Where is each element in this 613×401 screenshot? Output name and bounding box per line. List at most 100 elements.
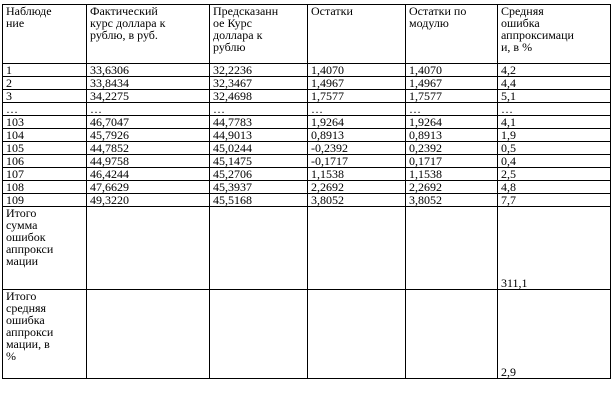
table-cell: 1,1538 xyxy=(307,167,406,181)
total-row: Итого сумма ошибок аппрокси мации 311,1 xyxy=(2,206,611,290)
table-cell: 105 xyxy=(2,141,87,155)
table-body: Наблюде ние Фактический курс доллара к ру… xyxy=(2,4,611,379)
results-table: Наблюде ние Фактический курс доллара к ру… xyxy=(2,4,611,379)
table-cell: 5,1 xyxy=(497,89,611,103)
data-row: 104 45,7926 44,9013 0,8913 0,8913 1,9 xyxy=(2,128,611,142)
table-cell: 45,3937 xyxy=(209,180,308,194)
table-cell: 45,7926 xyxy=(86,128,210,142)
data-row: 109 49,3220 45,5168 3,8052 3,8052 7,7 xyxy=(2,193,611,207)
table-cell: 4,2 xyxy=(497,63,611,77)
table-cell: 1,7577 xyxy=(307,89,406,103)
table-cell: Итого сумма ошибок аппрокси мации xyxy=(2,206,87,290)
table-cell: 45,5168 xyxy=(209,193,308,207)
table-cell: 0,4 xyxy=(497,154,611,168)
table-cell: … xyxy=(86,102,210,116)
table-cell: 0,1717 xyxy=(405,154,498,168)
total-row: Итого средняя ошибка аппрокси мации, в %… xyxy=(2,289,611,379)
table-cell: 103 xyxy=(2,115,87,129)
table-cell: 1,4967 xyxy=(405,76,498,90)
data-row: 103 46,7047 44,7783 1,9264 1,9264 4,1 xyxy=(2,115,611,129)
table-cell xyxy=(307,289,406,379)
table-cell: 32,3467 xyxy=(209,76,308,90)
header-row: Наблюде ние Фактический курс доллара к ру… xyxy=(2,4,611,64)
table-cell: 1,9264 xyxy=(307,115,406,129)
table-cell: 0,8913 xyxy=(307,128,406,142)
table-cell: Остатки xyxy=(307,4,406,64)
table-cell: -0,2392 xyxy=(307,141,406,155)
table-cell: 1,1538 xyxy=(405,167,498,181)
table-cell: 47,6629 xyxy=(86,180,210,194)
table-cell: 0,8913 xyxy=(405,128,498,142)
data-row: 3 34,2275 32,4698 1,7577 1,7577 5,1 xyxy=(2,89,611,103)
table-cell: 2,9 xyxy=(497,289,611,379)
table-cell: -0,1717 xyxy=(307,154,406,168)
table-cell: 1,4070 xyxy=(405,63,498,77)
table-cell xyxy=(86,206,210,290)
table-cell: 2,2692 xyxy=(307,180,406,194)
table-cell: … xyxy=(307,102,406,116)
table-cell: 3 xyxy=(2,89,87,103)
table-cell: … xyxy=(2,102,87,116)
table-cell: 45,2706 xyxy=(209,167,308,181)
table-cell: … xyxy=(497,102,611,116)
data-row: 105 44,7852 45,0244 -0,2392 0,2392 0,5 xyxy=(2,141,611,155)
table-cell: 1 xyxy=(2,63,87,77)
table-cell: 4,1 xyxy=(497,115,611,129)
table-cell: 106 xyxy=(2,154,87,168)
table-cell: 104 xyxy=(2,128,87,142)
table-cell: … xyxy=(209,102,308,116)
table-cell xyxy=(405,206,498,290)
table-cell: 2 xyxy=(2,76,87,90)
table-cell: 44,7783 xyxy=(209,115,308,129)
table-cell: 45,0244 xyxy=(209,141,308,155)
table-cell: 34,2275 xyxy=(86,89,210,103)
table-cell: Предсказанн ое Курс доллара к рублю xyxy=(209,4,308,64)
table-cell: 2,2692 xyxy=(405,180,498,194)
table-cell: 107 xyxy=(2,167,87,181)
table-cell: 1,9264 xyxy=(405,115,498,129)
data-row: 106 44,9758 45,1475 -0,1717 0,1717 0,4 xyxy=(2,154,611,168)
table-cell: Наблюде ние xyxy=(2,4,87,64)
table-cell: 45,1475 xyxy=(209,154,308,168)
table-cell: 0,5 xyxy=(497,141,611,155)
data-row: ……………… xyxy=(2,102,611,116)
table-cell: 7,7 xyxy=(497,193,611,207)
table-cell xyxy=(209,206,308,290)
table-cell: 44,9013 xyxy=(209,128,308,142)
table-cell xyxy=(405,289,498,379)
table-cell: 108 xyxy=(2,180,87,194)
table-cell: 49,3220 xyxy=(86,193,210,207)
table-cell: … xyxy=(405,102,498,116)
table-cell: Остатки по модулю xyxy=(405,4,498,64)
table-cell: 2,5 xyxy=(497,167,611,181)
table-cell: 44,9758 xyxy=(86,154,210,168)
table-cell xyxy=(307,206,406,290)
table-cell xyxy=(86,289,210,379)
data-row: 1 33,6306 32,2236 1,4070 1,4070 4,2 xyxy=(2,63,611,77)
table-cell: 44,7852 xyxy=(86,141,210,155)
data-row: 2 33,8434 32,3467 1,4967 1,4967 4,4 xyxy=(2,76,611,90)
table-cell: 1,4967 xyxy=(307,76,406,90)
table-cell: Итого средняя ошибка аппрокси мации, в % xyxy=(2,289,87,379)
table-cell: 0,2392 xyxy=(405,141,498,155)
table-cell: 33,8434 xyxy=(86,76,210,90)
table-cell: 32,4698 xyxy=(209,89,308,103)
data-row: 108 47,6629 45,3937 2,2692 2,2692 4,8 xyxy=(2,180,611,194)
table-cell: 3,8052 xyxy=(405,193,498,207)
table-cell: 1,9 xyxy=(497,128,611,142)
data-row: 107 46,4244 45,2706 1,1538 1,1538 2,5 xyxy=(2,167,611,181)
table-cell: 46,7047 xyxy=(86,115,210,129)
table-cell: 46,4244 xyxy=(86,167,210,181)
table-cell: 4,8 xyxy=(497,180,611,194)
table-cell: 1,7577 xyxy=(405,89,498,103)
table-cell: 33,6306 xyxy=(86,63,210,77)
table-cell: 3,8052 xyxy=(307,193,406,207)
table-cell: 4,4 xyxy=(497,76,611,90)
table-cell: 32,2236 xyxy=(209,63,308,77)
table-cell xyxy=(209,289,308,379)
table-cell: 311,1 xyxy=(497,206,611,290)
table-cell: Средняя ошибка аппроксимаци и, в % xyxy=(497,4,611,64)
table-cell: 1,4070 xyxy=(307,63,406,77)
table-cell: Фактический курс доллара к рублю, в руб. xyxy=(86,4,210,64)
